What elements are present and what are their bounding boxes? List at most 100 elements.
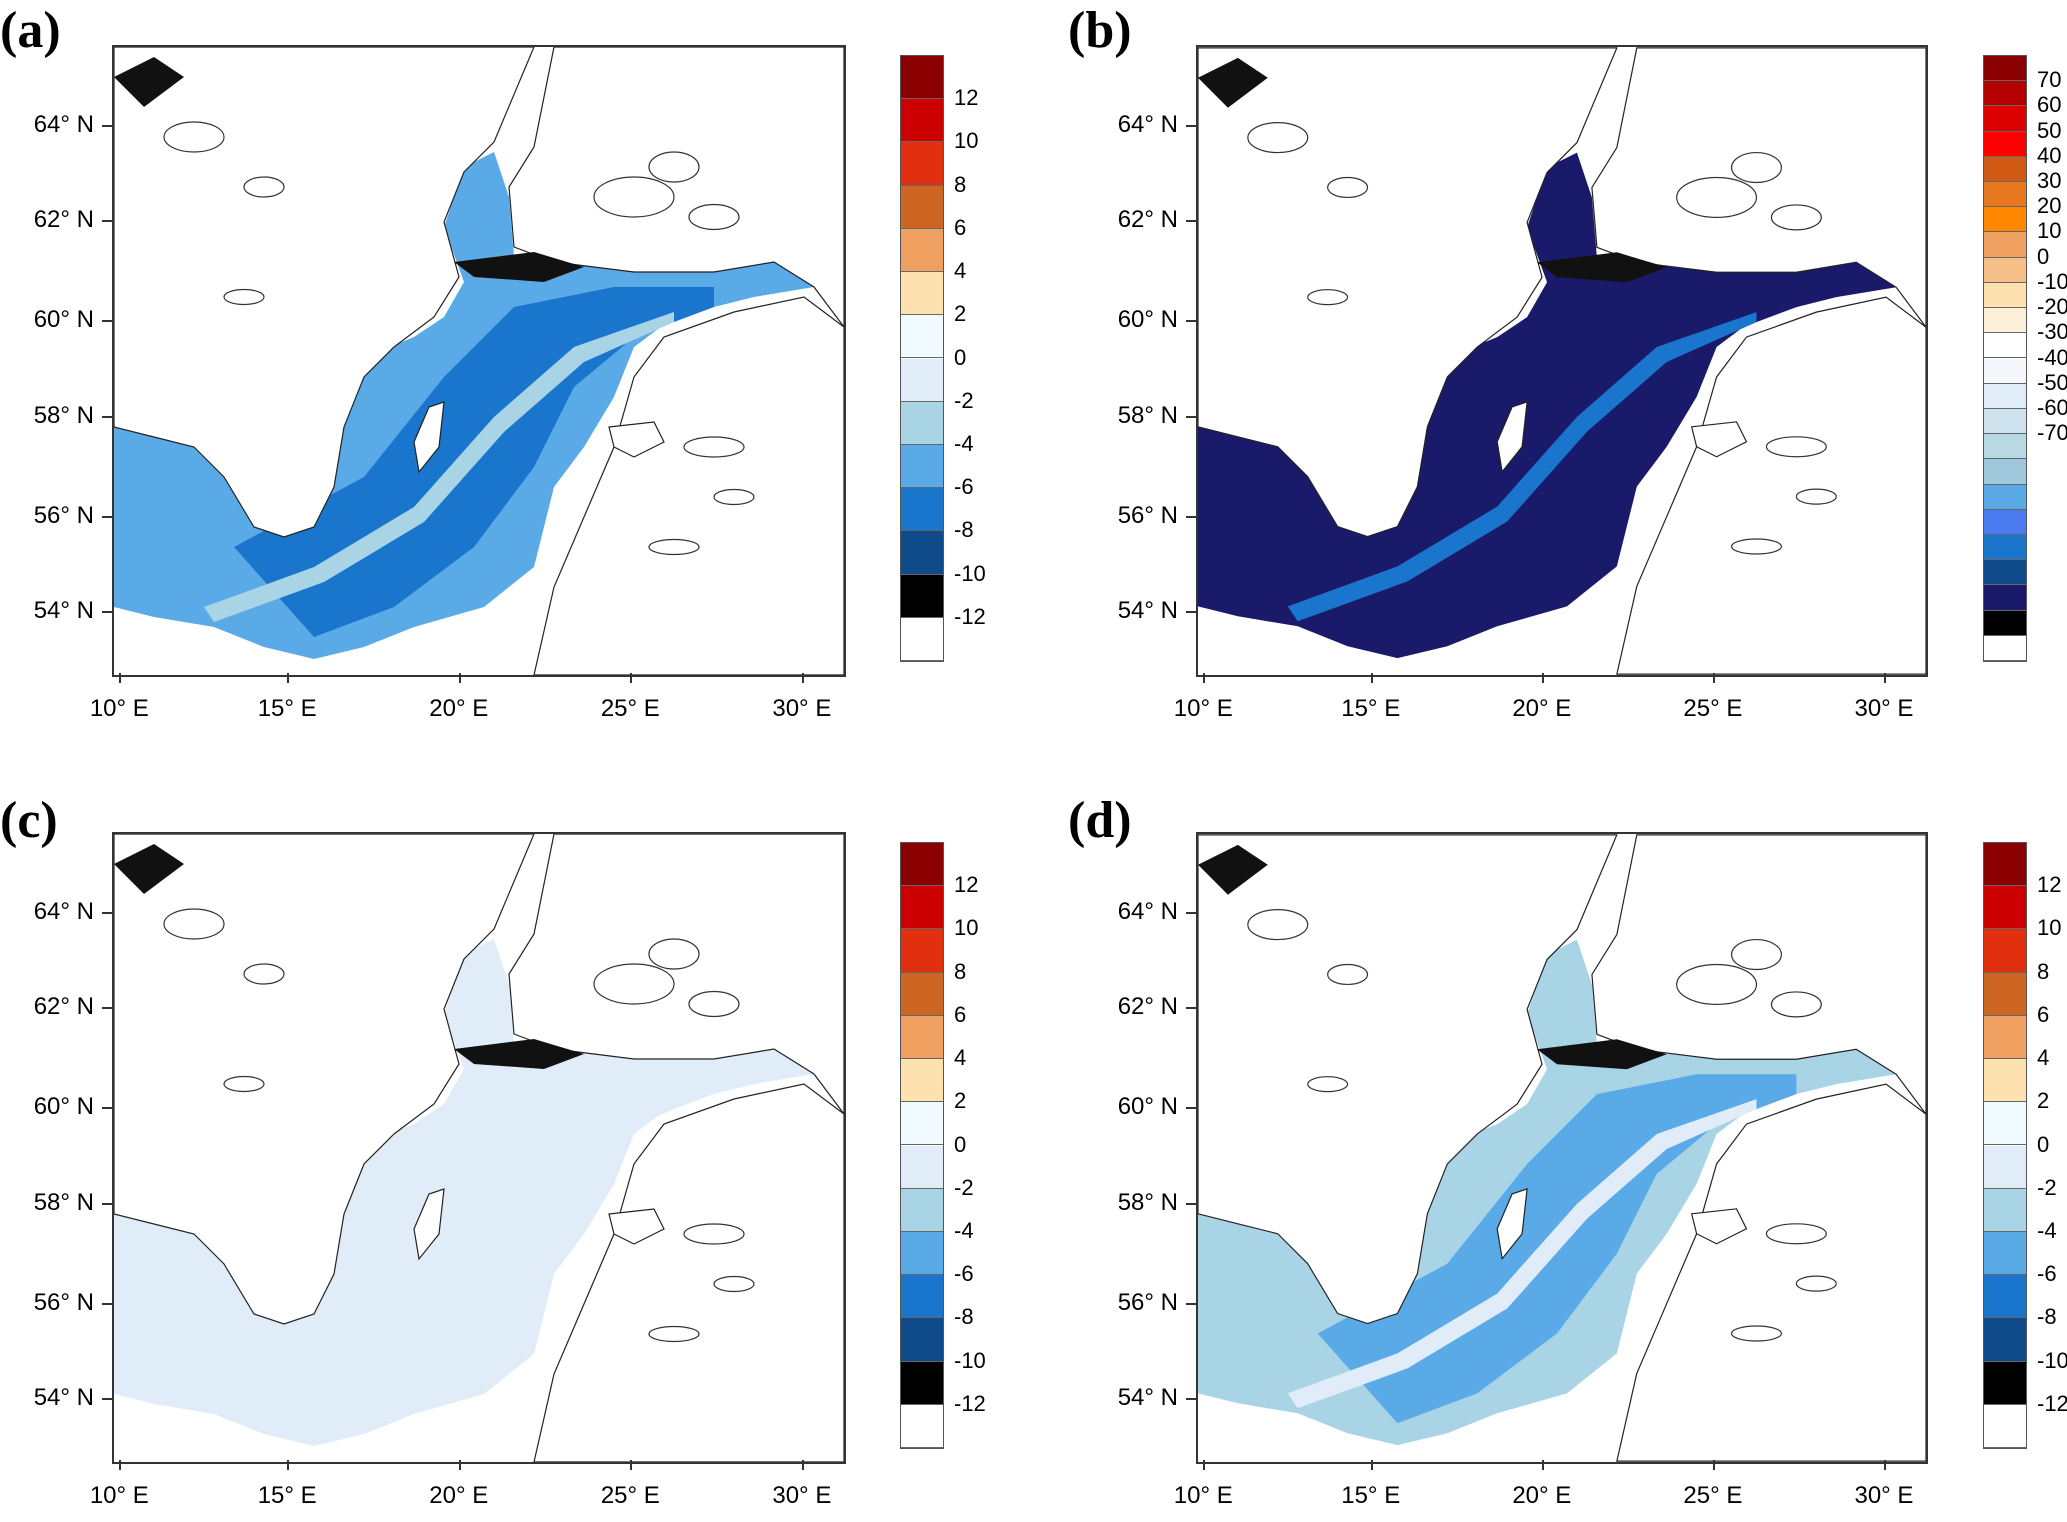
land-finland [508,834,844,1115]
lon-label: 15° E [257,1482,317,1509]
land-sweden [114,834,535,1325]
lake-outline [1327,176,1369,199]
lat-label: 60° N [33,1093,94,1121]
lon-tick [630,1460,633,1470]
lat-label: 64° N [33,110,94,138]
colorbar-label: -8 [954,1304,974,1330]
lat-label: 62° N [33,206,94,234]
lat-label: 62° N [33,993,94,1021]
colorbar-label: 8 [954,958,967,984]
colorbar-label: 4 [2037,1045,2050,1071]
colorbar-label: 2 [954,301,967,327]
sea-stripe-field [1287,312,1757,622]
colorbar-box [901,886,943,930]
colorbar-label: 12 [954,85,979,111]
colorbar-label: -12 [2037,1390,2067,1416]
lat-label: 54° N [33,597,94,625]
colorbar [1983,842,2027,1449]
colorbar-label: -6 [954,474,974,500]
colorbar-box [1984,81,2026,107]
land-finland [1591,47,1926,329]
lon-tick [1370,1460,1373,1470]
colorbar-box [901,99,943,143]
lon-label: 25° E [1683,695,1743,722]
map-canvas [114,834,844,1462]
lake-outline [1770,991,1822,1018]
colorbar-box [901,315,943,359]
colorbar-box [1984,610,2026,636]
colorbar-label: 12 [2037,872,2062,898]
lon-tick [119,1460,122,1470]
lat-label: 60° N [33,306,94,334]
colorbar-box [1984,1015,2026,1060]
lake-outline [163,908,225,940]
lon-tick [630,673,633,683]
lake-outline [1676,176,1758,218]
colorbar [900,55,944,662]
lon-tick [1203,1460,1206,1470]
land-saaremaa [608,1208,665,1245]
lake-outline [1765,436,1827,458]
colorbar-box [901,1145,943,1189]
colorbar-box [1984,131,2026,157]
colorbar-label: -10 [954,560,986,586]
lon-label: 10° E [89,695,149,722]
lat-label: 58° N [33,401,94,429]
colorbar-label: -4 [954,1217,974,1243]
land-gotland [1496,1188,1528,1261]
lake-outline [648,938,700,970]
colorbar-box [1984,886,2026,930]
colorbar-box [1984,560,2026,586]
lake-outline [683,436,745,458]
lat-label: 58° N [1117,1188,1178,1216]
colorbar-box [1984,207,2026,233]
land-finland [1591,834,1926,1116]
panel-label: (b) [1068,2,1132,59]
colorbar-box [1984,843,2026,887]
lon-tick [801,1460,804,1470]
colorbar-box [901,1275,943,1319]
lon-tick [801,673,804,683]
colorbar-label: 70 [2037,67,2062,93]
lon-label: 20° E [429,1482,489,1509]
land-gotland [1496,401,1528,474]
lat-label: 56° N [33,1288,94,1316]
colorbar-box [1984,635,2026,661]
lat-label: 60° N [1117,306,1178,334]
colorbar-label: 0 [2037,1131,2050,1157]
lake-outline [648,1325,700,1343]
colorbar-box [1984,156,2026,183]
colorbar-box [1984,1275,2026,1319]
colorbar-box [901,1059,943,1103]
archipelago-cluster [1537,252,1667,283]
lat-tick [1186,1302,1196,1305]
lake-outline [713,1275,755,1293]
colorbar-box [1984,56,2026,82]
colorbar-label: 60 [2037,92,2062,118]
panel-label: (d) [1068,792,1132,849]
lon-tick [1883,673,1886,683]
lon-tick [1712,1460,1715,1470]
colorbar-box [901,1102,943,1146]
colorbar-box [901,617,943,661]
colorbar-label: -10 [2037,1347,2067,1373]
colorbar-box [1984,333,2026,359]
lake-outline [713,488,755,506]
lat-tick [1186,415,1196,418]
lat-label: 58° N [33,1188,94,1216]
lon-tick [1541,1460,1544,1470]
lat-tick [102,515,112,518]
lake-outline [223,1075,265,1093]
colorbar-label: 2 [2037,1088,2050,1114]
colorbar-box [1984,1318,2026,1362]
colorbar-box [1984,1059,2026,1103]
colorbar-box [901,972,943,1016]
colorbar-box [1984,182,2026,208]
land-saaremaa [1690,421,1748,458]
colorbar-box [901,142,943,186]
coast-cluster [114,844,184,894]
colorbar-box [1984,459,2026,485]
lat-tick [1186,611,1196,614]
colorbar-label: 10 [2037,218,2062,244]
lake-outline [1247,122,1309,154]
